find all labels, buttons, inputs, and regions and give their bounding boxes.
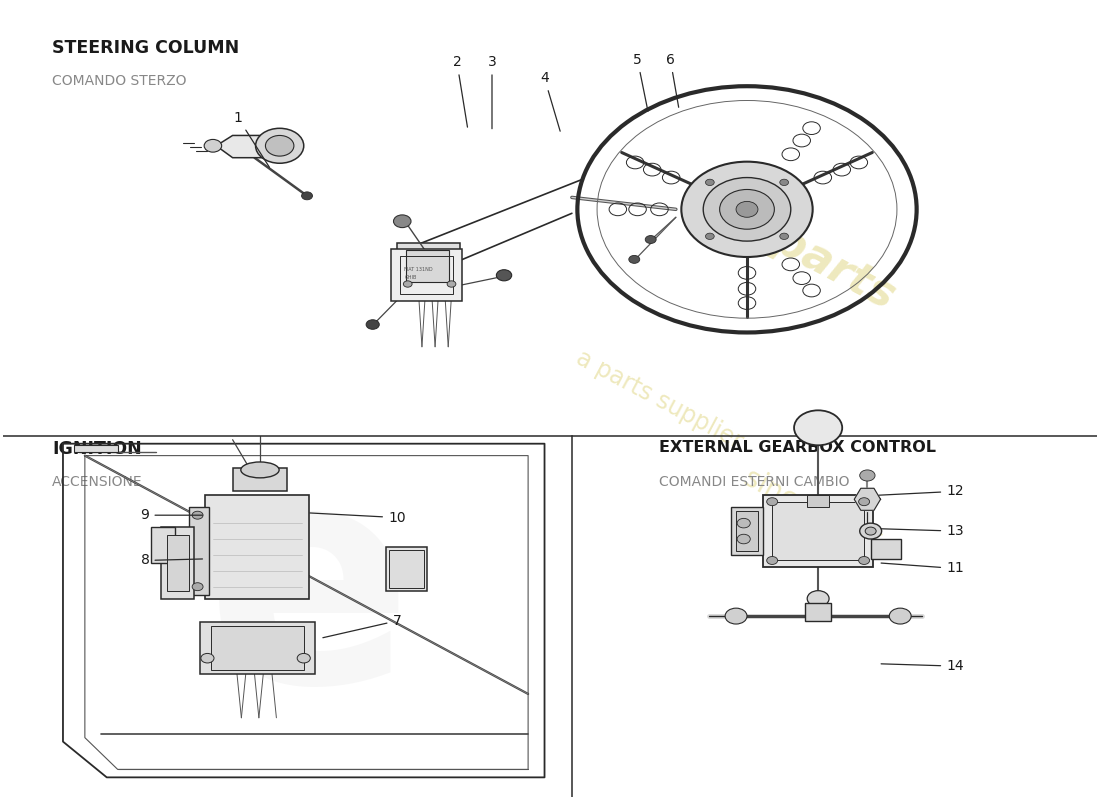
Text: 5: 5	[634, 53, 648, 111]
Circle shape	[297, 654, 310, 663]
Circle shape	[725, 608, 747, 624]
Circle shape	[794, 410, 843, 446]
Bar	[736, 511, 758, 551]
Circle shape	[889, 608, 911, 624]
Circle shape	[404, 281, 412, 287]
Circle shape	[860, 470, 876, 481]
Text: GHIB: GHIB	[405, 275, 417, 280]
Bar	[807, 495, 829, 507]
Circle shape	[255, 128, 304, 163]
Circle shape	[719, 190, 774, 229]
Circle shape	[737, 534, 750, 544]
Circle shape	[394, 215, 411, 228]
Circle shape	[646, 235, 657, 243]
Circle shape	[866, 527, 876, 535]
Text: 2: 2	[452, 55, 468, 127]
Circle shape	[807, 590, 829, 606]
Ellipse shape	[241, 462, 279, 478]
Circle shape	[859, 557, 870, 565]
Circle shape	[201, 654, 214, 663]
Circle shape	[705, 179, 714, 186]
Text: COMANDI ESTERNI CAMBIO: COMANDI ESTERNI CAMBIO	[659, 475, 850, 490]
Text: 11: 11	[881, 562, 964, 575]
Bar	[400, 256, 452, 294]
Circle shape	[780, 233, 789, 239]
Bar	[871, 539, 901, 559]
Circle shape	[860, 523, 881, 539]
Circle shape	[205, 139, 222, 152]
Bar	[200, 622, 315, 674]
Text: e: e	[206, 450, 412, 747]
Circle shape	[767, 557, 778, 565]
Text: EXTERNAL GEARBOX CONTROL: EXTERNAL GEARBOX CONTROL	[659, 440, 936, 454]
Bar	[392, 249, 462, 301]
Bar	[211, 626, 304, 670]
Bar	[162, 527, 195, 598]
Circle shape	[366, 320, 379, 330]
Text: IGNITION: IGNITION	[52, 440, 142, 458]
Text: e-parts: e-parts	[723, 196, 902, 318]
Bar	[151, 527, 175, 563]
Bar	[386, 547, 428, 590]
Text: COMANDO STERZO: COMANDO STERZO	[52, 74, 187, 88]
Text: 14: 14	[881, 659, 964, 673]
Polygon shape	[217, 135, 276, 158]
Text: STEERING COLUMN: STEERING COLUMN	[52, 38, 240, 57]
Text: 7: 7	[323, 614, 402, 638]
Text: 4: 4	[540, 71, 560, 131]
Text: FIAT 131ND: FIAT 131ND	[405, 267, 433, 272]
Text: a parts supplier: a parts supplier	[572, 346, 747, 454]
Circle shape	[192, 582, 204, 590]
Bar	[772, 502, 865, 561]
Text: ACCENSIONE: ACCENSIONE	[52, 475, 143, 490]
Circle shape	[265, 135, 294, 156]
Circle shape	[780, 179, 789, 186]
Text: since 1985: since 1985	[739, 463, 887, 559]
Circle shape	[447, 281, 455, 287]
Bar	[74, 446, 118, 452]
Circle shape	[737, 518, 750, 528]
Polygon shape	[855, 488, 880, 510]
Bar	[397, 242, 460, 287]
Bar	[389, 550, 425, 588]
Circle shape	[767, 498, 778, 506]
Text: 9: 9	[141, 508, 202, 522]
Text: 1: 1	[233, 111, 270, 167]
Bar	[406, 250, 449, 282]
Text: 12: 12	[879, 484, 964, 498]
Text: 6: 6	[666, 53, 679, 107]
Circle shape	[301, 192, 312, 200]
Circle shape	[192, 511, 204, 519]
Bar	[167, 535, 189, 590]
Bar	[805, 603, 832, 621]
Bar	[763, 495, 873, 567]
Circle shape	[681, 162, 813, 257]
Text: 13: 13	[881, 524, 964, 538]
Text: 8: 8	[141, 554, 202, 567]
Circle shape	[859, 498, 870, 506]
Text: 10: 10	[310, 510, 406, 525]
Circle shape	[705, 233, 714, 239]
Bar	[730, 507, 763, 555]
Text: 3: 3	[487, 55, 496, 129]
Bar	[206, 495, 309, 598]
Circle shape	[736, 202, 758, 218]
Circle shape	[703, 178, 791, 241]
Circle shape	[629, 255, 640, 263]
Circle shape	[496, 270, 512, 281]
Bar	[232, 467, 287, 491]
Bar	[189, 507, 209, 594]
